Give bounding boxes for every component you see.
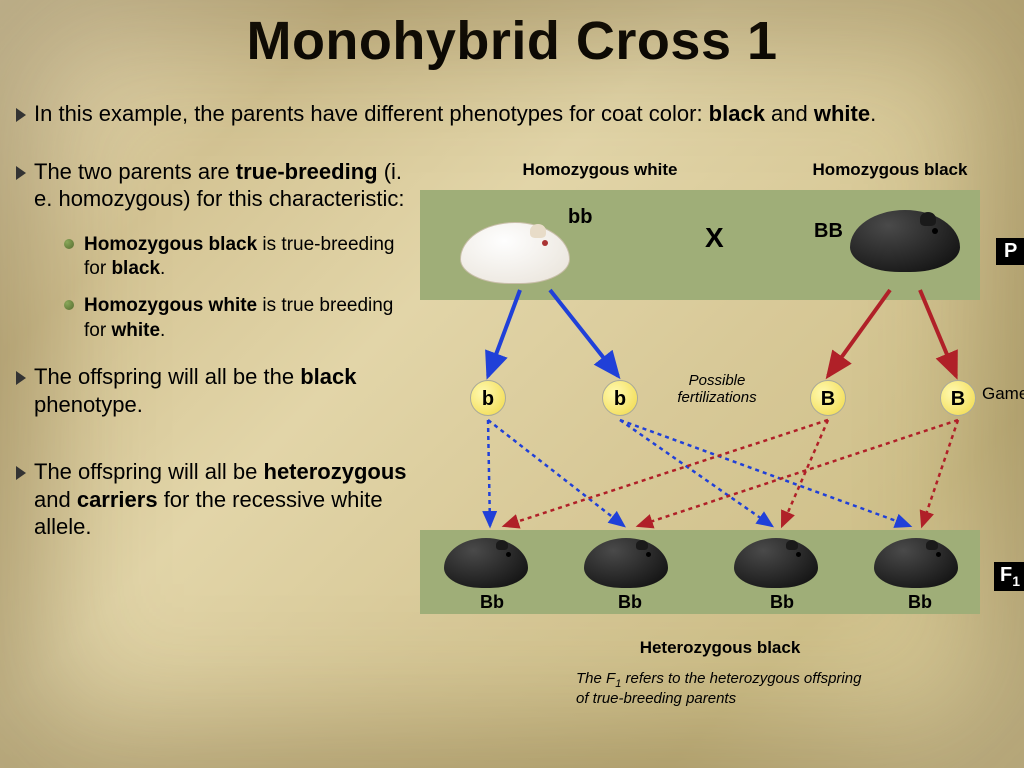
bullet-4-car: carriers <box>77 487 158 512</box>
offspring-pig-2 <box>584 538 668 588</box>
bullet-3: The offspring will all be the black phen… <box>16 363 416 418</box>
bullet-1-white: white <box>814 101 870 126</box>
bullet-3-pre: The offspring will all be the <box>34 364 300 389</box>
bullet-1-end: . <box>870 101 876 126</box>
sub1-b: black <box>111 258 160 279</box>
sub-bullet-1: Homozygous black is true-breeding for bl… <box>64 233 416 282</box>
cross-symbol: X <box>705 222 724 254</box>
F1-text: F <box>1000 564 1012 586</box>
bullet-4-and: and <box>34 487 77 512</box>
gamete-B1: B <box>810 380 846 416</box>
cross-diagram: Homozygous white Homozygous black bb BB … <box>400 160 1020 760</box>
offspring-genotype-4: Bb <box>908 592 932 613</box>
offspring-pig-4 <box>874 538 958 588</box>
bullet-2-true: true-breeding <box>236 159 378 184</box>
slide-title: Monohybrid Cross 1 <box>0 0 1024 72</box>
genotype-bb: bb <box>568 206 592 229</box>
bullet-arrow-icon <box>16 108 26 122</box>
text-column: In this example, the parents have differ… <box>16 100 416 561</box>
bullet-1-text: In this example, the parents have differ… <box>34 101 709 126</box>
offspring-pig-3 <box>734 538 818 588</box>
bullet-3-b: black <box>300 364 356 389</box>
offspring-genotype-3: Bb <box>770 592 794 613</box>
bullet-1-and: and <box>765 101 814 126</box>
gamete-B2: B <box>940 380 976 416</box>
bullet-4-het: heterozygous <box>264 459 407 484</box>
parent-black-guinea-pig <box>850 210 960 272</box>
sub2-end: . <box>160 320 165 341</box>
bullet-2-pre: The two parents are <box>34 159 236 184</box>
sub-bullet-dot-icon <box>64 300 74 310</box>
gamete-b1: b <box>470 380 506 416</box>
offspring-genotype-2: Bb <box>618 592 642 613</box>
note-pre: The F <box>576 670 615 687</box>
sub1-end: . <box>160 258 165 279</box>
generation-P-tag: P <box>996 238 1024 265</box>
possible-fertilizations-label: Possible fertilizations <box>662 372 772 406</box>
bullet-arrow-icon <box>16 466 26 480</box>
bullet-1-black: black <box>709 101 765 126</box>
bullet-4: The offspring will all be heterozygous a… <box>16 458 416 541</box>
sub2-b: white <box>111 320 160 341</box>
bullet-arrow-icon <box>16 166 26 180</box>
sub-bullet-dot-icon <box>64 239 74 249</box>
offspring-genotype-1: Bb <box>480 592 504 613</box>
sub-bullet-2: Homozygous white is true breeding for wh… <box>64 294 416 343</box>
genotype-BB: BB <box>814 220 843 243</box>
gamete-b2: b <box>602 380 638 416</box>
parent-white-guinea-pig <box>460 222 570 284</box>
bullet-4-pre: The offspring will all be <box>34 459 264 484</box>
bullet-1: In this example, the parents have differ… <box>16 100 996 128</box>
generation-F1-tag: F1 <box>994 562 1024 591</box>
sub1-pre: Homozygous black <box>84 234 257 255</box>
bullet-arrow-icon <box>16 371 26 385</box>
homozygous-black-label: Homozygous black <box>800 160 980 180</box>
sub2-pre: Homozygous white <box>84 295 257 316</box>
offspring-pig-1 <box>444 538 528 588</box>
gametes-row-label: Gametes <box>982 384 1024 404</box>
heterozygous-black-label: Heterozygous black <box>600 638 840 658</box>
f1-definition-note: The F1 refers to the heterozygous offspr… <box>576 670 876 707</box>
F1-sub: 1 <box>1012 573 1020 589</box>
sub-bullet-list: Homozygous black is true-breeding for bl… <box>64 233 416 344</box>
homozygous-white-label: Homozygous white <box>510 160 690 180</box>
bullet-3-post: phenotype. <box>34 392 143 417</box>
bullet-2: The two parents are true-breeding (i. e.… <box>16 158 416 213</box>
